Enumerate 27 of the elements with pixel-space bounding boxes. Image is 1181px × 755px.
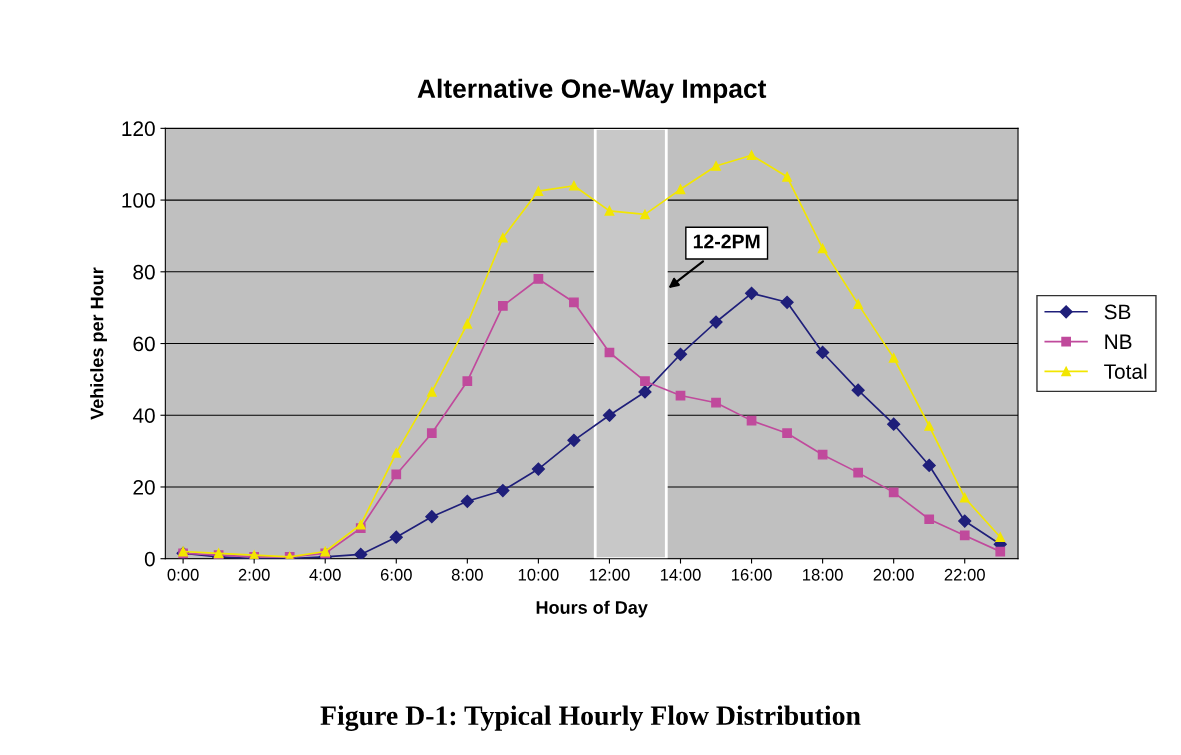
y-tick-label: 20 xyxy=(133,479,155,495)
x-tick-label: 18:00 xyxy=(803,568,843,581)
x-tick-label: 6:00 xyxy=(380,568,412,581)
x-tick-label: 22:00 xyxy=(944,568,985,581)
annotation: 12-2PM xyxy=(693,234,760,249)
x-tick-label: 14:00 xyxy=(660,568,701,581)
y-tick-label: 120 xyxy=(122,121,155,137)
x-tick-label: 20:00 xyxy=(873,568,914,581)
y-tick-label: 0 xyxy=(144,551,155,567)
y-tick-label: 60 xyxy=(133,336,155,352)
x-tick-label: 8:00 xyxy=(451,568,483,581)
x-axis-title: Hours of Day xyxy=(536,600,648,618)
legend-label: Total xyxy=(1104,363,1147,379)
x-tick-label: 16:00 xyxy=(731,568,772,581)
x-tick-label: 0:00 xyxy=(167,568,199,581)
legend-label: SB xyxy=(1104,304,1131,320)
legend-label: NB xyxy=(1105,334,1132,349)
y-tick-label: 80 xyxy=(133,264,155,280)
x-tick-label: 10:00 xyxy=(518,568,559,581)
text: Figure D-1: Typical Hourly Flow Distribution xyxy=(320,705,861,731)
x-tick-label: 2:00 xyxy=(238,568,270,581)
x-tick-label: 12:00 xyxy=(589,568,630,581)
y-tick-label: 100 xyxy=(122,193,155,208)
chart-title: Alternative One-Way Impact xyxy=(417,78,767,104)
y-tick-label: 40 xyxy=(132,408,155,423)
x-tick-label: 4:00 xyxy=(309,568,341,581)
y-axis-title: Vehicles per Hour xyxy=(90,267,107,420)
